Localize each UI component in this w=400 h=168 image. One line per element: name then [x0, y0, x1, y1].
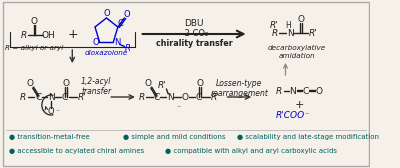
Text: +: + — [68, 29, 78, 41]
Text: O: O — [315, 87, 322, 95]
Text: 1,2-acyl: 1,2-acyl — [81, 77, 112, 87]
Text: C: C — [153, 93, 159, 101]
Text: R': R' — [309, 29, 318, 37]
Text: C: C — [196, 93, 202, 101]
Text: Lossen-type: Lossen-type — [216, 79, 262, 89]
Text: C: C — [303, 87, 309, 95]
Text: C: C — [118, 19, 124, 29]
Text: O: O — [298, 14, 305, 24]
Text: O: O — [144, 79, 152, 89]
Text: ● simple and mild conditions: ● simple and mild conditions — [123, 134, 226, 140]
Text: C: C — [62, 93, 68, 101]
Text: ● transition-metal-free: ● transition-metal-free — [9, 134, 89, 140]
Text: R: R — [21, 31, 28, 39]
Text: N: N — [290, 87, 296, 95]
Text: R = alkyl or aryl: R = alkyl or aryl — [5, 45, 64, 51]
Text: R'COO: R'COO — [276, 111, 305, 119]
Text: O: O — [26, 79, 33, 89]
Text: C: C — [35, 93, 41, 101]
Text: N: N — [48, 93, 54, 101]
Text: R': R' — [78, 93, 87, 101]
Text: ⁻: ⁻ — [304, 111, 309, 119]
Text: ⁻: ⁻ — [56, 108, 60, 116]
Text: H: H — [285, 20, 291, 30]
Text: R: R — [124, 44, 130, 53]
Text: N: N — [287, 29, 294, 37]
Text: R: R — [20, 93, 26, 101]
Text: ● accessible to acylated chiral amines: ● accessible to acylated chiral amines — [9, 148, 144, 154]
Text: ⁻: ⁻ — [176, 103, 180, 113]
Text: O: O — [124, 10, 130, 19]
Text: O: O — [31, 16, 38, 26]
Text: amidation: amidation — [278, 53, 315, 59]
Text: N: N — [114, 38, 120, 47]
Text: O: O — [103, 10, 110, 18]
Text: transfer: transfer — [81, 87, 111, 95]
Text: O: O — [62, 78, 69, 88]
Text: +: + — [295, 100, 304, 110]
Text: R': R' — [211, 93, 220, 101]
Text: O: O — [181, 93, 188, 101]
Text: R: R — [271, 29, 278, 37]
Text: DBU: DBU — [184, 18, 204, 28]
Text: R: R — [276, 87, 282, 95]
Text: R': R' — [270, 20, 279, 30]
Text: OH: OH — [42, 31, 55, 39]
Text: R: R — [138, 93, 145, 101]
Text: R': R' — [158, 80, 166, 90]
Text: O: O — [196, 78, 203, 88]
Text: O: O — [48, 108, 54, 116]
Text: O: O — [92, 38, 99, 47]
Text: - 2 CO₂: - 2 CO₂ — [180, 29, 209, 37]
Text: N: N — [167, 93, 174, 101]
Text: ● scalability and late-stage modification: ● scalability and late-stage modificatio… — [236, 134, 378, 140]
Text: ● compatible with alkyl and aryl carboxylic acids: ● compatible with alkyl and aryl carboxy… — [166, 148, 338, 154]
Text: decarboxylative: decarboxylative — [268, 45, 326, 51]
Text: dioxazolone: dioxazolone — [85, 50, 128, 56]
Text: rearrangement: rearrangement — [210, 89, 268, 97]
Text: chirality transfer: chirality transfer — [156, 39, 232, 49]
